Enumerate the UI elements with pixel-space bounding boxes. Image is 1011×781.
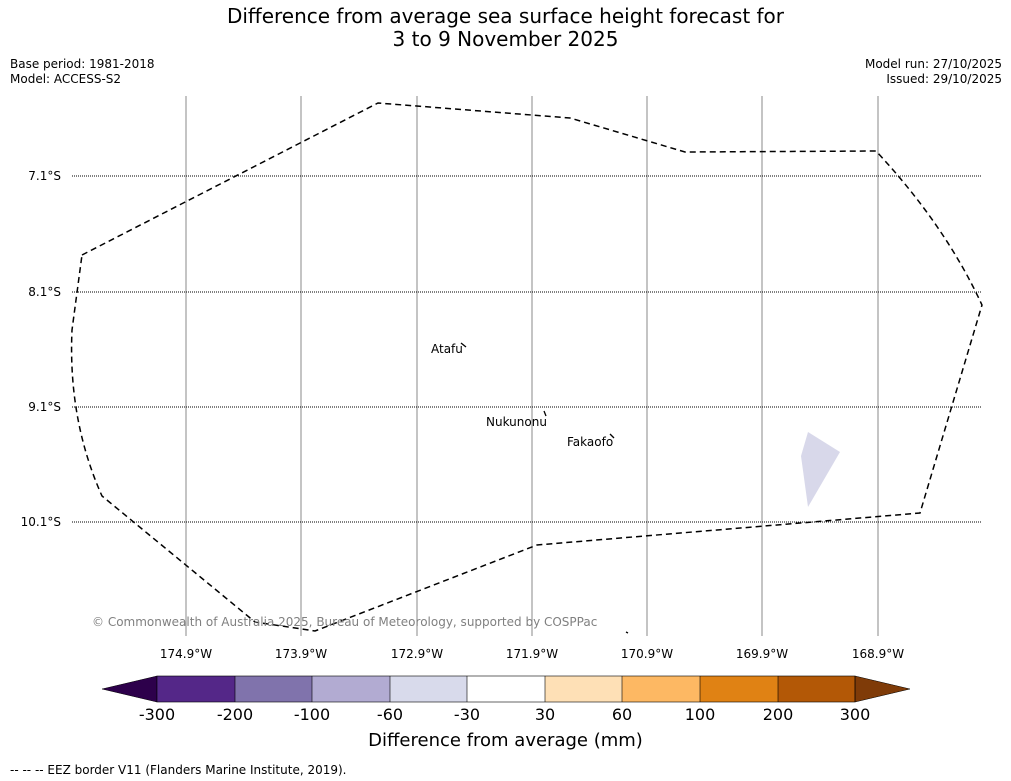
colorbar-tick: -300 <box>138 705 176 724</box>
colorbar-swatch <box>778 676 855 702</box>
lat-label: 7.1°S <box>28 169 61 183</box>
lon-label: 172.9°W <box>390 647 444 661</box>
lat-label: 9.1°S <box>28 400 61 414</box>
colorbar-tick: -100 <box>293 705 331 724</box>
lon-label: 169.9°W <box>735 647 789 661</box>
colorbar-tick: -30 <box>453 705 481 724</box>
colorbar-swatch <box>622 676 700 702</box>
lon-label: 170.9°W <box>620 647 674 661</box>
island-atafu <box>460 342 467 348</box>
longitude-grid <box>185 96 879 636</box>
base-period: Base period: 1981-2018 <box>10 57 155 71</box>
issued-date: Issued: 29/10/2025 <box>886 72 1002 86</box>
island-marks <box>460 342 629 634</box>
chart-title: Difference from average sea surface heig… <box>0 5 1011 51</box>
colorbar-tick: -200 <box>216 705 254 724</box>
colorbar-tick: -60 <box>376 705 404 724</box>
island-fakaofo <box>609 433 615 439</box>
colorbar-swatch <box>312 676 390 702</box>
colorbar-swatch <box>157 676 235 702</box>
place-label-fakaofo: Fakaofo <box>567 435 614 449</box>
colorbar-label: Difference from average (mm) <box>368 730 643 751</box>
lon-label: 168.9°W <box>851 647 905 661</box>
latitude-grid <box>72 175 982 523</box>
lon-label: 174.9°W <box>159 647 213 661</box>
colorbar-swatch <box>235 676 312 702</box>
island-nukunonu <box>543 410 547 417</box>
anomaly-patch <box>801 432 840 507</box>
colorbar-tick: 60 <box>611 705 633 724</box>
copyright-notice: © Commonwealth of Australia 2025, Bureau… <box>92 615 598 629</box>
place-label-nukunonu: Nukunonu <box>486 415 547 429</box>
colorbar-tick: 300 <box>839 705 871 724</box>
colorbar-extend-high <box>854 675 911 703</box>
colorbar-swatch <box>390 676 467 702</box>
lat-label: 8.1°S <box>28 285 61 299</box>
island-speck <box>625 631 629 634</box>
colorbar-swatch <box>545 676 622 702</box>
eez-legend-note: -- -- -- EEZ border V11 (Flanders Marine… <box>10 763 347 777</box>
lon-label: 173.9°W <box>274 647 328 661</box>
colorbar <box>101 675 911 703</box>
model-name: Model: ACCESS-S2 <box>10 72 122 86</box>
colorbar-tick: 100 <box>684 705 716 724</box>
colorbar-tick: 200 <box>762 705 794 724</box>
colorbar-extend-low <box>101 675 158 703</box>
lon-label: 171.9°W <box>505 647 559 661</box>
meta-left: Base period: 1981-2018 Model: ACCESS-S2 <box>10 57 155 87</box>
place-label-atafu: Atafu <box>431 342 463 356</box>
colorbar-outline <box>156 675 856 703</box>
colorbar-dividers <box>234 676 779 702</box>
lat-label: 10.1°S <box>20 515 61 529</box>
title-line-2: 3 to 9 November 2025 <box>392 27 619 51</box>
eez-border <box>70 102 983 632</box>
colorbar-tick: 30 <box>534 705 556 724</box>
model-run: Model run: 27/10/2025 <box>864 57 1002 71</box>
meta-right: Model run: 27/10/2025 Issued: 29/10/2025 <box>865 57 1002 87</box>
colorbar-swatch <box>467 676 545 702</box>
colorbar-swatch <box>700 676 778 702</box>
title-line-1: Difference from average sea surface heig… <box>226 4 785 28</box>
